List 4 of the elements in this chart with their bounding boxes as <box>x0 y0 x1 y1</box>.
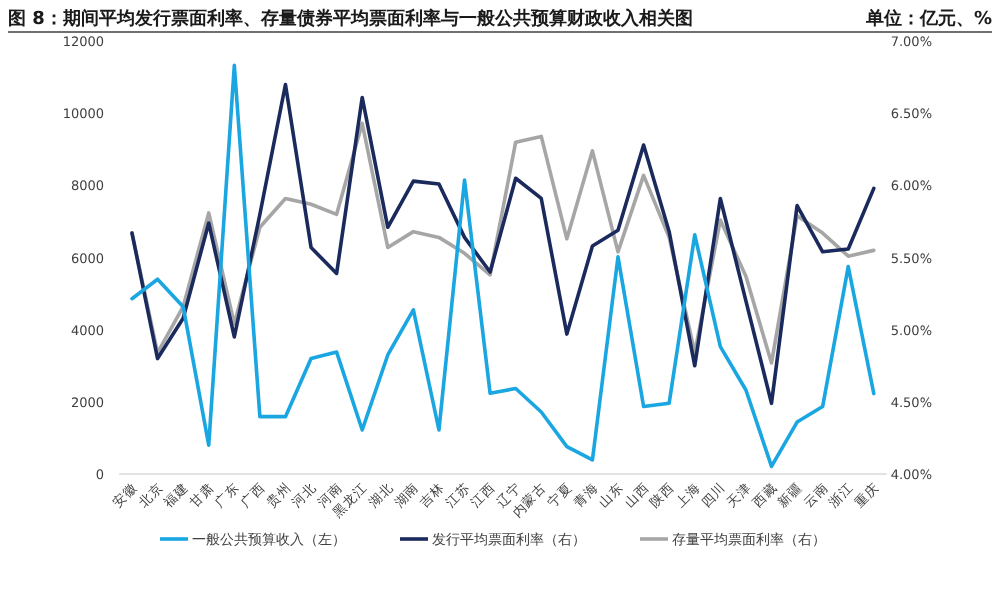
line-series <box>130 63 876 469</box>
chart-title: 图 8：期间平均发行票面利率、存量债券平均票面利率与一般公共预算财政收入相关图 <box>8 8 693 30</box>
text: 单位：亿元、% <box>863 8 992 30</box>
line-series <box>130 82 876 406</box>
